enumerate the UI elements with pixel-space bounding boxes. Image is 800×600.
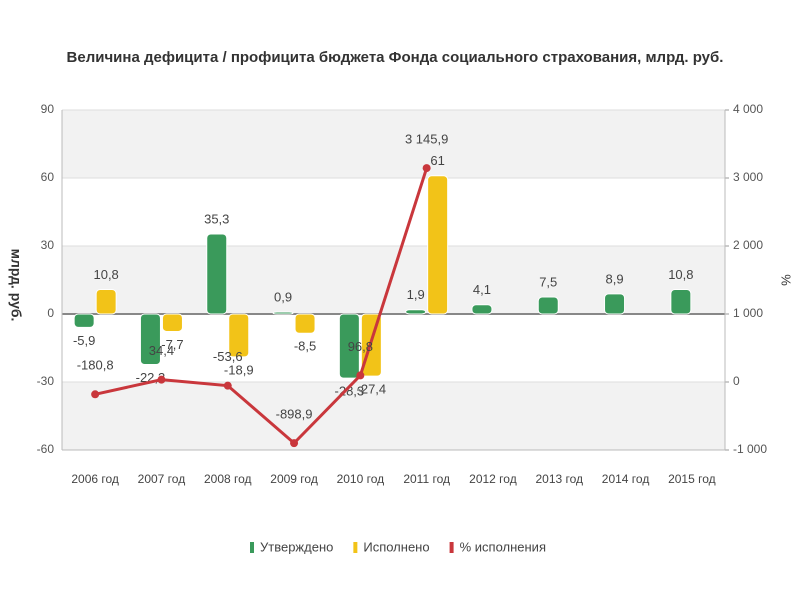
bar [471,304,493,315]
x-tick-label: 2013 год [535,472,583,486]
y-tick-label: 90 [41,102,55,116]
data-label: -7,7 [161,337,183,352]
data-label: -8,5 [294,339,316,354]
line-point [290,439,299,448]
bar [206,233,228,315]
data-label: -18,9 [224,362,254,377]
bar [139,313,161,366]
x-tick-label: 2007 год [138,472,186,486]
x-tick-label: 2015 год [668,472,716,486]
data-label: 7,5 [539,274,557,289]
y2-tick-label: 0 [733,374,740,388]
data-label: 1,9 [407,287,425,302]
y2-tick-label: 2 000 [733,238,763,252]
x-tick-label: 2008 год [204,472,252,486]
data-label: 35,3 [204,211,229,226]
legend-label: Исполнено [363,539,429,554]
y2-tick-label: -1 000 [733,442,767,456]
line-point [356,371,365,380]
line-point [422,164,431,173]
data-label: 34,4 [149,343,174,358]
bar [427,175,449,315]
y2-tick-label: 1 000 [733,306,763,320]
data-label: -5,9 [73,333,95,348]
y-tick-label: 30 [41,238,55,252]
bar [604,293,626,315]
y-tick-label: 0 [47,306,54,320]
bar [294,313,316,334]
bar [161,313,183,332]
y2-axis-label: % [779,274,794,286]
data-label: 10,8 [668,267,693,282]
y2-tick-label: 4 000 [733,102,763,116]
x-tick-label: 2014 год [602,472,650,486]
bar [95,289,117,315]
data-label: 61 [430,153,444,168]
data-label: -27,4 [357,382,387,397]
bar [338,313,360,379]
data-label: 8,9 [606,271,624,286]
x-tick-label: 2010 год [337,472,385,486]
data-label: -180,8 [77,358,114,373]
legend-marker [449,542,454,553]
line-point [223,381,232,390]
x-tick-label: 2011 год [403,472,450,486]
line-point [91,390,100,399]
y-tick-label: 60 [41,170,55,184]
legend-marker [353,542,358,553]
plot-band [62,110,725,178]
x-tick-label: 2009 год [270,472,318,486]
y-tick-label: -60 [37,442,55,456]
data-label: -898,9 [276,407,313,422]
data-label: 4,1 [473,282,491,297]
data-label: -53,6 [213,349,243,364]
data-label: 10,8 [93,267,118,282]
plot-band [62,382,725,450]
x-tick-label: 2006 год [71,472,119,486]
bar [405,309,427,315]
bar [228,313,250,358]
chart-title: Величина дефицита / профицита бюджета Фо… [67,49,724,66]
bar [537,296,559,315]
bar [272,311,294,315]
data-label: 3 145,9 [405,132,448,147]
plot-band [62,246,725,314]
legend-label: % исполнения [460,539,546,554]
line [94,167,429,446]
legend-marker [250,542,254,553]
bar [73,313,95,328]
data-label: 96,8 [348,339,373,354]
legend-label: Утверждено [260,539,333,554]
data-label: 0,9 [274,289,292,304]
y2-tick-label: 3 000 [733,170,763,184]
x-tick-label: 2012 год [469,472,517,486]
bar [670,289,692,315]
line-point [157,375,166,384]
y-axis-label: млрд. руб. [8,249,24,322]
y-tick-label: -30 [37,374,55,388]
